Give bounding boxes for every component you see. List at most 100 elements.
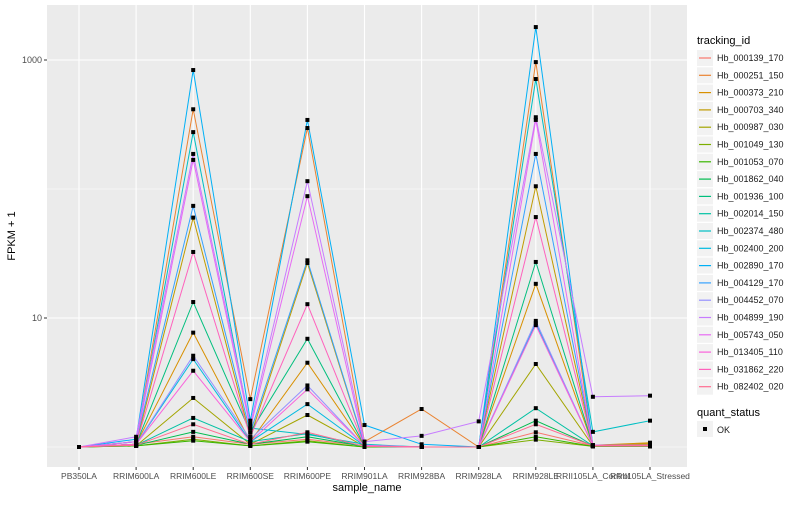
data-point bbox=[191, 130, 196, 135]
x-tick-label: RRIM600LE bbox=[170, 471, 217, 481]
data-point bbox=[248, 418, 253, 423]
legend-label: Hb_000373_210 bbox=[717, 88, 784, 98]
legend-label: Hb_000251_150 bbox=[717, 70, 784, 80]
y-tick-label: 1000 bbox=[22, 55, 42, 65]
data-point bbox=[533, 115, 538, 120]
legend-label: Hb_001053_070 bbox=[717, 157, 784, 167]
x-tick-label: RRII105LA_Control bbox=[556, 471, 630, 481]
x-tick-label: RRIM901LA bbox=[341, 471, 388, 481]
data-point bbox=[248, 430, 253, 435]
x-axis-title: sample_name bbox=[332, 482, 401, 494]
data-point bbox=[191, 368, 196, 373]
legend-label: Hb_031862_220 bbox=[717, 364, 784, 374]
data-point bbox=[533, 77, 538, 82]
data-point bbox=[305, 387, 310, 392]
y-axis: 10 1000 bbox=[22, 55, 47, 323]
legend: tracking_id Hb_000139_170 Hb_000251_150 Hb… bbox=[697, 35, 784, 437]
legend-label: Hb_002374_480 bbox=[717, 226, 784, 236]
x-axis: PB350LA RRIM600LA RRIM600LE RRIM600SE RRIM60… bbox=[61, 467, 690, 481]
data-point bbox=[191, 68, 196, 73]
data-point bbox=[191, 203, 196, 208]
data-point bbox=[476, 419, 481, 424]
shape-legend-title: quant_status bbox=[697, 407, 760, 419]
y-tick-label: 10 bbox=[32, 313, 42, 323]
legend-label: Hb_013405_110 bbox=[717, 347, 783, 357]
data-point bbox=[191, 300, 196, 305]
legend-label: Hb_001862_040 bbox=[717, 174, 784, 184]
gridlines bbox=[47, 5, 687, 467]
data-point bbox=[134, 439, 139, 444]
x-tick-label: PB350LA bbox=[61, 471, 97, 481]
data-point bbox=[419, 407, 424, 412]
data-point bbox=[533, 434, 538, 439]
data-point bbox=[305, 439, 310, 444]
data-point bbox=[305, 126, 310, 131]
data-point bbox=[590, 443, 595, 448]
data-point bbox=[362, 423, 367, 428]
data-point bbox=[533, 406, 538, 411]
data-point bbox=[419, 445, 424, 449]
data-point bbox=[134, 437, 139, 442]
data-point bbox=[305, 258, 310, 263]
data-point bbox=[191, 357, 196, 362]
data-point bbox=[533, 361, 538, 366]
data-point bbox=[77, 445, 81, 449]
data-point bbox=[648, 393, 652, 398]
data-point bbox=[191, 429, 196, 434]
data-point bbox=[305, 194, 310, 199]
data-point bbox=[191, 215, 196, 220]
data-point bbox=[305, 336, 310, 341]
data-point bbox=[362, 439, 367, 444]
data-point bbox=[191, 434, 196, 439]
data-point bbox=[134, 434, 139, 439]
data-point bbox=[533, 318, 538, 323]
x-tick-label: RRIM928LE bbox=[513, 471, 560, 481]
data-point bbox=[305, 117, 310, 122]
data-point bbox=[305, 413, 310, 418]
data-point bbox=[248, 442, 253, 447]
data-point bbox=[248, 437, 253, 442]
legend-label: Hb_000987_030 bbox=[717, 122, 784, 132]
legend-label: Hb_004899_190 bbox=[717, 313, 784, 323]
x-tick-label: RRIM600SE bbox=[227, 471, 275, 481]
data-point bbox=[191, 151, 196, 156]
legend-label: Hb_004129_170 bbox=[717, 278, 784, 288]
data-point bbox=[305, 434, 310, 439]
legend-label: Hb_002014_150 bbox=[717, 209, 784, 219]
data-point bbox=[248, 434, 253, 439]
data-point bbox=[533, 60, 538, 65]
legend-label: Hb_001936_100 bbox=[717, 191, 784, 201]
legend-label: Hb_001049_130 bbox=[717, 140, 784, 150]
x-tick-label: RRIM600LA bbox=[113, 471, 160, 481]
data-point bbox=[533, 323, 538, 328]
data-point bbox=[590, 429, 595, 434]
data-point bbox=[362, 444, 367, 449]
x-tick-label: RRII105LA_Stressed bbox=[610, 471, 690, 481]
data-point bbox=[191, 395, 196, 400]
data-point bbox=[248, 422, 253, 427]
legend-label: Hb_002400_200 bbox=[717, 243, 784, 253]
x-tick-label: RRIM928LA bbox=[456, 471, 503, 481]
legend-label: Hb_002890_170 bbox=[717, 261, 784, 271]
data-point bbox=[191, 353, 196, 358]
data-point bbox=[419, 442, 424, 447]
data-point bbox=[533, 151, 538, 156]
legend-label: Hb_082402_020 bbox=[717, 382, 784, 392]
legend-label: Hb_004452_070 bbox=[717, 295, 784, 305]
data-point bbox=[191, 422, 196, 427]
data-points bbox=[77, 25, 652, 449]
data-point bbox=[533, 25, 538, 30]
x-tick-label: RRIM928BA bbox=[398, 471, 446, 481]
data-point bbox=[533, 281, 538, 286]
legend-label: Hb_000703_340 bbox=[717, 105, 784, 115]
data-point bbox=[191, 249, 196, 254]
data-point bbox=[533, 215, 538, 220]
legend-label: Hb_005743_050 bbox=[717, 330, 784, 340]
data-point bbox=[191, 438, 196, 443]
data-point bbox=[248, 397, 253, 402]
data-point bbox=[248, 439, 253, 444]
data-point bbox=[533, 422, 538, 427]
data-point bbox=[305, 430, 310, 435]
data-point bbox=[191, 157, 196, 162]
